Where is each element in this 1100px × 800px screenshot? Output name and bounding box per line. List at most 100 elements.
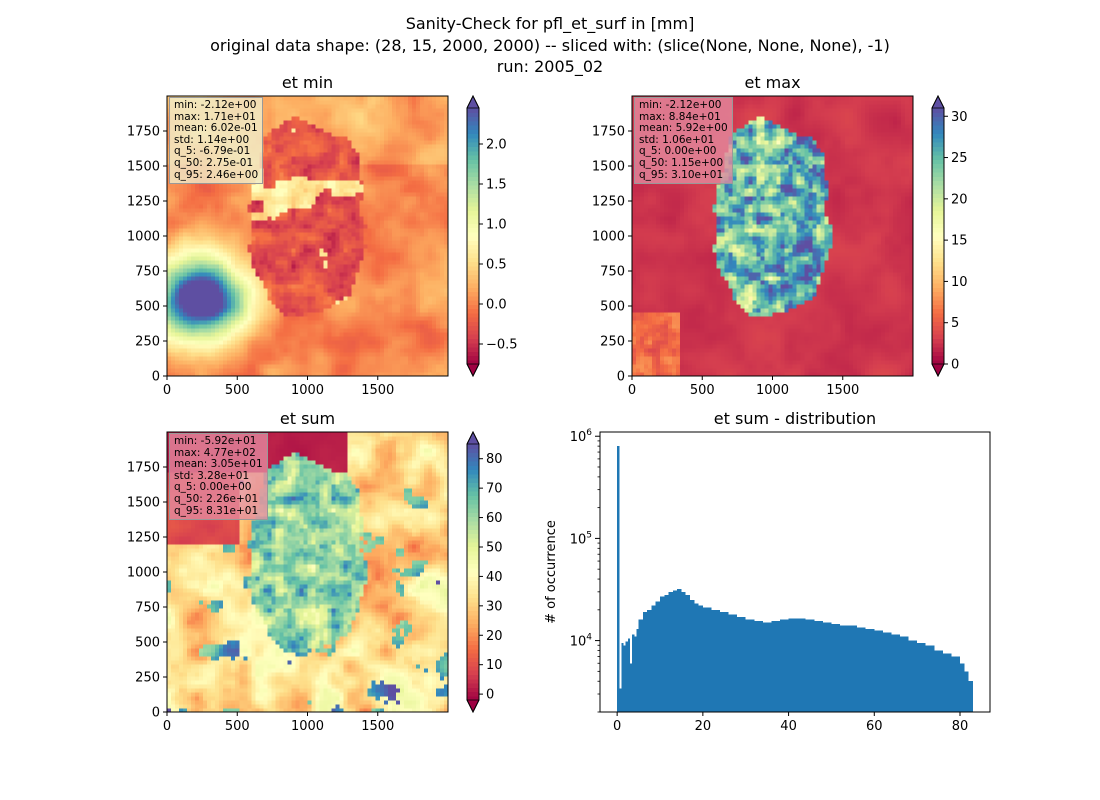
histogram-bar [669, 592, 673, 712]
stats-line: min: -2.12e+00 [639, 100, 728, 112]
y-tick-label: 500 [600, 300, 625, 315]
histogram-bar [634, 636, 636, 712]
colorbar-tick-label: 0.0 [486, 298, 507, 313]
colorbar-tick-label: 20 [486, 629, 503, 644]
histogram-bars [617, 446, 973, 712]
colorbar-tick-label: 40 [486, 570, 503, 585]
histogram-bar [763, 623, 772, 712]
axes-title: et sum [280, 409, 335, 428]
colorbar-tick-label: 20 [951, 192, 968, 207]
stats-line: min: -5.92e+01 [174, 436, 263, 448]
histogram-bar [720, 612, 729, 712]
y-tick-label: 0 [617, 370, 625, 385]
colorbar-tick-label: 1.0 [486, 218, 507, 233]
colorbar-extend-min [932, 364, 944, 376]
colorbar [467, 444, 479, 701]
y-tick-label: 500 [135, 300, 160, 315]
histogram-bar [690, 600, 694, 712]
histogram-bar [917, 643, 926, 712]
x-tick-label: 0 [163, 383, 171, 398]
x-tick-label: 1000 [756, 383, 789, 398]
colorbar-tick-label: 10 [486, 658, 503, 673]
x-tick-label: 1500 [826, 383, 859, 398]
stats-line: min: -2.12e+00 [174, 100, 258, 112]
stats-line: q_50: 2.75e-01 [174, 158, 258, 170]
histogram-bar [694, 604, 698, 712]
histogram-bar [746, 620, 755, 712]
histogram-bar [632, 634, 634, 712]
y-tick-label: 750 [135, 601, 160, 616]
colorbar-tick-label: 5 [951, 316, 959, 331]
axes-title: et max [744, 73, 800, 92]
y-tick-label: 1000 [592, 230, 625, 245]
y-tick-label: 1750 [127, 125, 160, 140]
colorbar-tick-label: 2.0 [486, 138, 507, 153]
x-tick-label: 80 [952, 719, 969, 734]
colorbar-tick-label: 15 [951, 234, 968, 249]
histogram-bar [617, 446, 619, 712]
histogram-bar [806, 620, 815, 712]
colorbar-tick-label: 25 [951, 151, 968, 166]
colorbar-extend-max [467, 432, 479, 444]
x-tick-label: 500 [690, 383, 715, 398]
histogram-bar [737, 617, 746, 712]
y-tick-label: 750 [135, 265, 160, 280]
colorbar-tick-label: 30 [486, 599, 503, 614]
y-tick-label: 105 [570, 530, 592, 547]
y-tick-label: 250 [135, 671, 160, 686]
y-tick-label: 1250 [127, 531, 160, 546]
histogram-bar [754, 621, 763, 712]
histogram-bar [934, 650, 943, 712]
y-tick-label: 1000 [127, 230, 160, 245]
colorbar-extend-max [467, 96, 479, 108]
histogram-bar [771, 621, 780, 712]
x-tick-label: 500 [225, 383, 250, 398]
histogram-bar [823, 623, 832, 712]
y-tick-label: 1250 [592, 195, 625, 210]
y-tick-label: 1500 [127, 160, 160, 175]
histogram-bar [628, 638, 630, 712]
stats-box: min: -2.12e+00 max: 1.71e+01 mean: 6.02e-0… [169, 97, 263, 184]
colorbar-tick-label: −0.5 [486, 338, 518, 353]
histogram-bar [891, 634, 900, 712]
x-tick-label: 60 [866, 719, 883, 734]
colorbar-extend-min [467, 364, 479, 376]
histogram-bar [621, 643, 623, 712]
histogram-bar [831, 624, 840, 712]
histogram-bar [686, 595, 690, 712]
histogram-bar [926, 645, 935, 712]
histogram-bar [703, 608, 712, 712]
colorbar-tick-label: 60 [486, 511, 503, 526]
y-tick-label: 750 [600, 265, 625, 280]
x-tick-label: 1000 [291, 383, 324, 398]
stats-box: min: -5.92e+01 max: 4.77e+02 mean: 3.05e+0… [169, 433, 268, 520]
histogram-bar [639, 620, 643, 712]
colorbar-tick-label: 0.5 [486, 258, 507, 273]
x-tick-label: 0 [163, 719, 171, 734]
colorbar-tick-label: 80 [486, 452, 503, 467]
colorbar-extend-max [932, 96, 944, 108]
x-tick-label: 20 [695, 719, 712, 734]
histogram-bar [866, 629, 875, 712]
x-tick-label: 0 [613, 719, 621, 734]
stats-line: q_50: 1.15e+00 [639, 158, 728, 170]
histogram-bar [681, 592, 685, 712]
y-tick-label: 0 [152, 370, 160, 385]
histogram-bar [857, 627, 866, 712]
histogram-bar [656, 602, 660, 712]
histogram-bar [673, 590, 677, 712]
histogram-bar [677, 589, 681, 712]
histogram-bar [636, 629, 638, 712]
y-tick-label: 104 [570, 633, 593, 650]
histogram-bar [651, 606, 655, 712]
colorbar-tick-label: 70 [486, 482, 503, 497]
histogram-bar [883, 632, 892, 712]
histogram-bar [960, 663, 964, 712]
axes-title: et sum - distribution [714, 409, 876, 428]
colorbar [932, 108, 944, 365]
histogram-bar [969, 681, 973, 712]
y-tick-label: 1750 [592, 125, 625, 140]
y-tick-label: 250 [600, 335, 625, 350]
colorbar-tick-label: 0 [951, 358, 959, 373]
